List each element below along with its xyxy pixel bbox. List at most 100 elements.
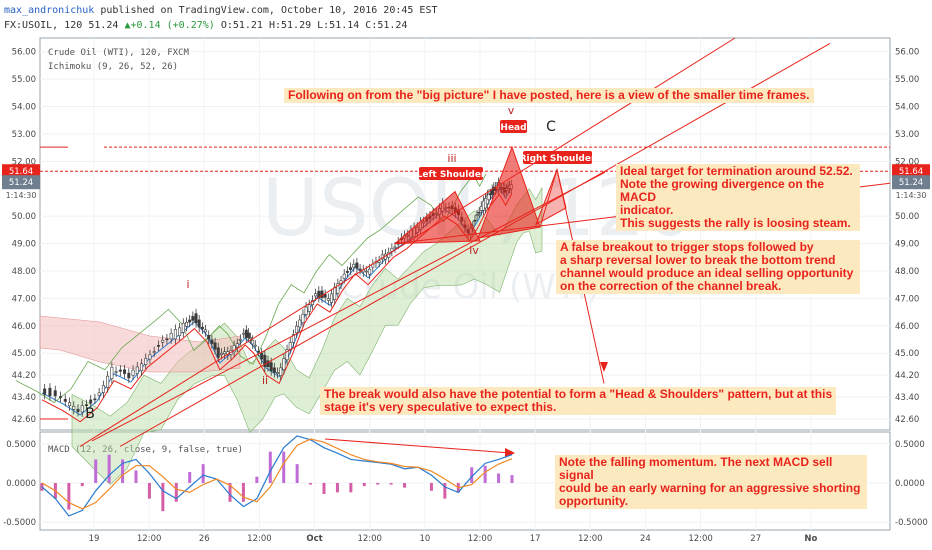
candle-body	[263, 354, 267, 368]
candle-body	[393, 246, 397, 249]
candle-body	[352, 263, 356, 268]
wave-label: i	[186, 278, 189, 291]
symbol-info: FX:USOIL, 120 51.24 ▲+0.14 (+0.27%) O:51…	[4, 20, 407, 31]
candle-body	[333, 287, 337, 300]
candle-body	[238, 338, 242, 341]
y-tick-label-right: 55.00	[895, 75, 919, 85]
candle-body	[377, 260, 381, 263]
candle-body	[320, 290, 324, 299]
price-tag-right: 51.64	[899, 167, 923, 177]
candle-body	[349, 267, 353, 270]
note-momentum-line: opportunity.	[559, 494, 629, 508]
x-tick-label: 12:00	[247, 534, 272, 544]
y-tick-label-right: 47.00	[895, 294, 919, 304]
note-momentum-line: Note the falling momentum. The next MACD…	[559, 455, 833, 482]
x-tick-label: 12:00	[468, 534, 493, 544]
candle-body	[76, 408, 80, 412]
y-tick-label-left: 49.00	[12, 240, 36, 250]
candle-body	[53, 390, 57, 397]
current-price-tag-left-bg	[2, 175, 40, 190]
macd-tick-label-right: -0.5000	[895, 518, 928, 528]
publish-info: max_andronichuk published on TradingView…	[4, 5, 438, 16]
candle-body	[204, 329, 208, 333]
candle-body	[140, 363, 144, 372]
candle-body	[184, 322, 188, 327]
candle-body	[364, 270, 368, 273]
y-tick-label-left: 56.00	[12, 48, 36, 58]
ichimoku-cloud-bull	[71, 187, 543, 486]
wave-label: ii	[262, 374, 268, 387]
y-tick-label-right: 48.00	[895, 267, 919, 277]
symbol: FX:USOIL, 120	[4, 20, 83, 31]
current-price-tag-right: 51.24	[899, 178, 923, 188]
candle-body	[114, 371, 118, 373]
candle-body	[127, 372, 131, 379]
x-tick-label: 12:00	[688, 534, 713, 544]
note-target-line: indicator.	[620, 203, 674, 217]
countdown-right: 1:14:30	[896, 191, 927, 200]
x-tick-label: 12:00	[137, 534, 162, 544]
candle-body	[106, 375, 110, 388]
candle-body	[269, 362, 273, 372]
candle-body	[251, 339, 255, 345]
y-tick-label-right: 53.00	[895, 130, 919, 140]
candle-body	[358, 268, 362, 271]
instrument-legend: Crude Oil (WTI), 120, FXCM	[48, 48, 189, 58]
y-tick-label-left: 47.00	[12, 294, 36, 304]
candle-body	[291, 334, 295, 343]
candle-body	[68, 402, 72, 406]
author-link[interactable]: max_andronichuk	[4, 5, 95, 16]
y-tick-label-left: 55.00	[12, 75, 36, 85]
candle-body	[80, 405, 84, 413]
y-tick-label-right: 45.00	[895, 349, 919, 359]
macd-tick-label-right: 0.0000	[895, 479, 925, 489]
current-price-tag-right-bg	[892, 175, 930, 190]
candle-body	[219, 352, 223, 355]
candle-body	[272, 367, 276, 373]
candle-body	[173, 329, 177, 340]
candle-body	[197, 319, 201, 328]
candle-body	[72, 405, 76, 410]
candle-body	[84, 404, 88, 406]
note-false-breakout: A false breakout to trigger stops follow…	[556, 240, 860, 294]
candle-body	[135, 366, 139, 374]
candle-body	[307, 304, 311, 312]
y-tick-label-right: 52.00	[895, 157, 919, 167]
candle-body	[342, 273, 346, 279]
y-tick-label-left: 52.00	[12, 157, 36, 167]
x-tick-label: 10	[419, 534, 430, 544]
x-tick-label: No	[804, 534, 817, 544]
up-arrow-icon: ▲	[124, 20, 131, 31]
price-change: +0.14 (+0.27%)	[130, 20, 215, 31]
note-breakout-line: A false breakout to trigger stops follow…	[560, 240, 814, 254]
macd-line	[41, 435, 513, 517]
y-tick-label-right: 56.00	[895, 48, 919, 58]
last-price: 51.24	[88, 20, 119, 31]
candle-body	[43, 388, 47, 395]
candle-body	[390, 248, 394, 252]
candle-body	[223, 351, 227, 355]
candle-body	[256, 350, 260, 353]
projection-arrow	[539, 169, 605, 384]
candle-body	[131, 369, 135, 376]
candle-body	[285, 349, 289, 361]
candle-body	[194, 313, 198, 324]
candle-body	[93, 398, 97, 401]
candle-body	[191, 316, 195, 321]
candle-body	[207, 335, 211, 340]
right-shoulder-label-bg	[523, 151, 592, 164]
candle-body	[63, 398, 67, 402]
candle-body	[477, 211, 481, 214]
note-momentum-line: could be an early warning for an aggress…	[559, 481, 861, 495]
candle-body	[181, 322, 185, 333]
candle-body	[101, 385, 105, 393]
candle-body	[156, 345, 160, 347]
candle-body	[235, 343, 239, 348]
candle-body	[242, 332, 246, 335]
candle-body	[213, 342, 217, 350]
candle-body	[123, 369, 127, 374]
head-label: Head	[500, 123, 526, 133]
note-momentum: Note the falling momentum. The next MACD…	[555, 455, 867, 509]
candle-body	[59, 396, 63, 398]
macd-divergence-line	[324, 438, 511, 454]
